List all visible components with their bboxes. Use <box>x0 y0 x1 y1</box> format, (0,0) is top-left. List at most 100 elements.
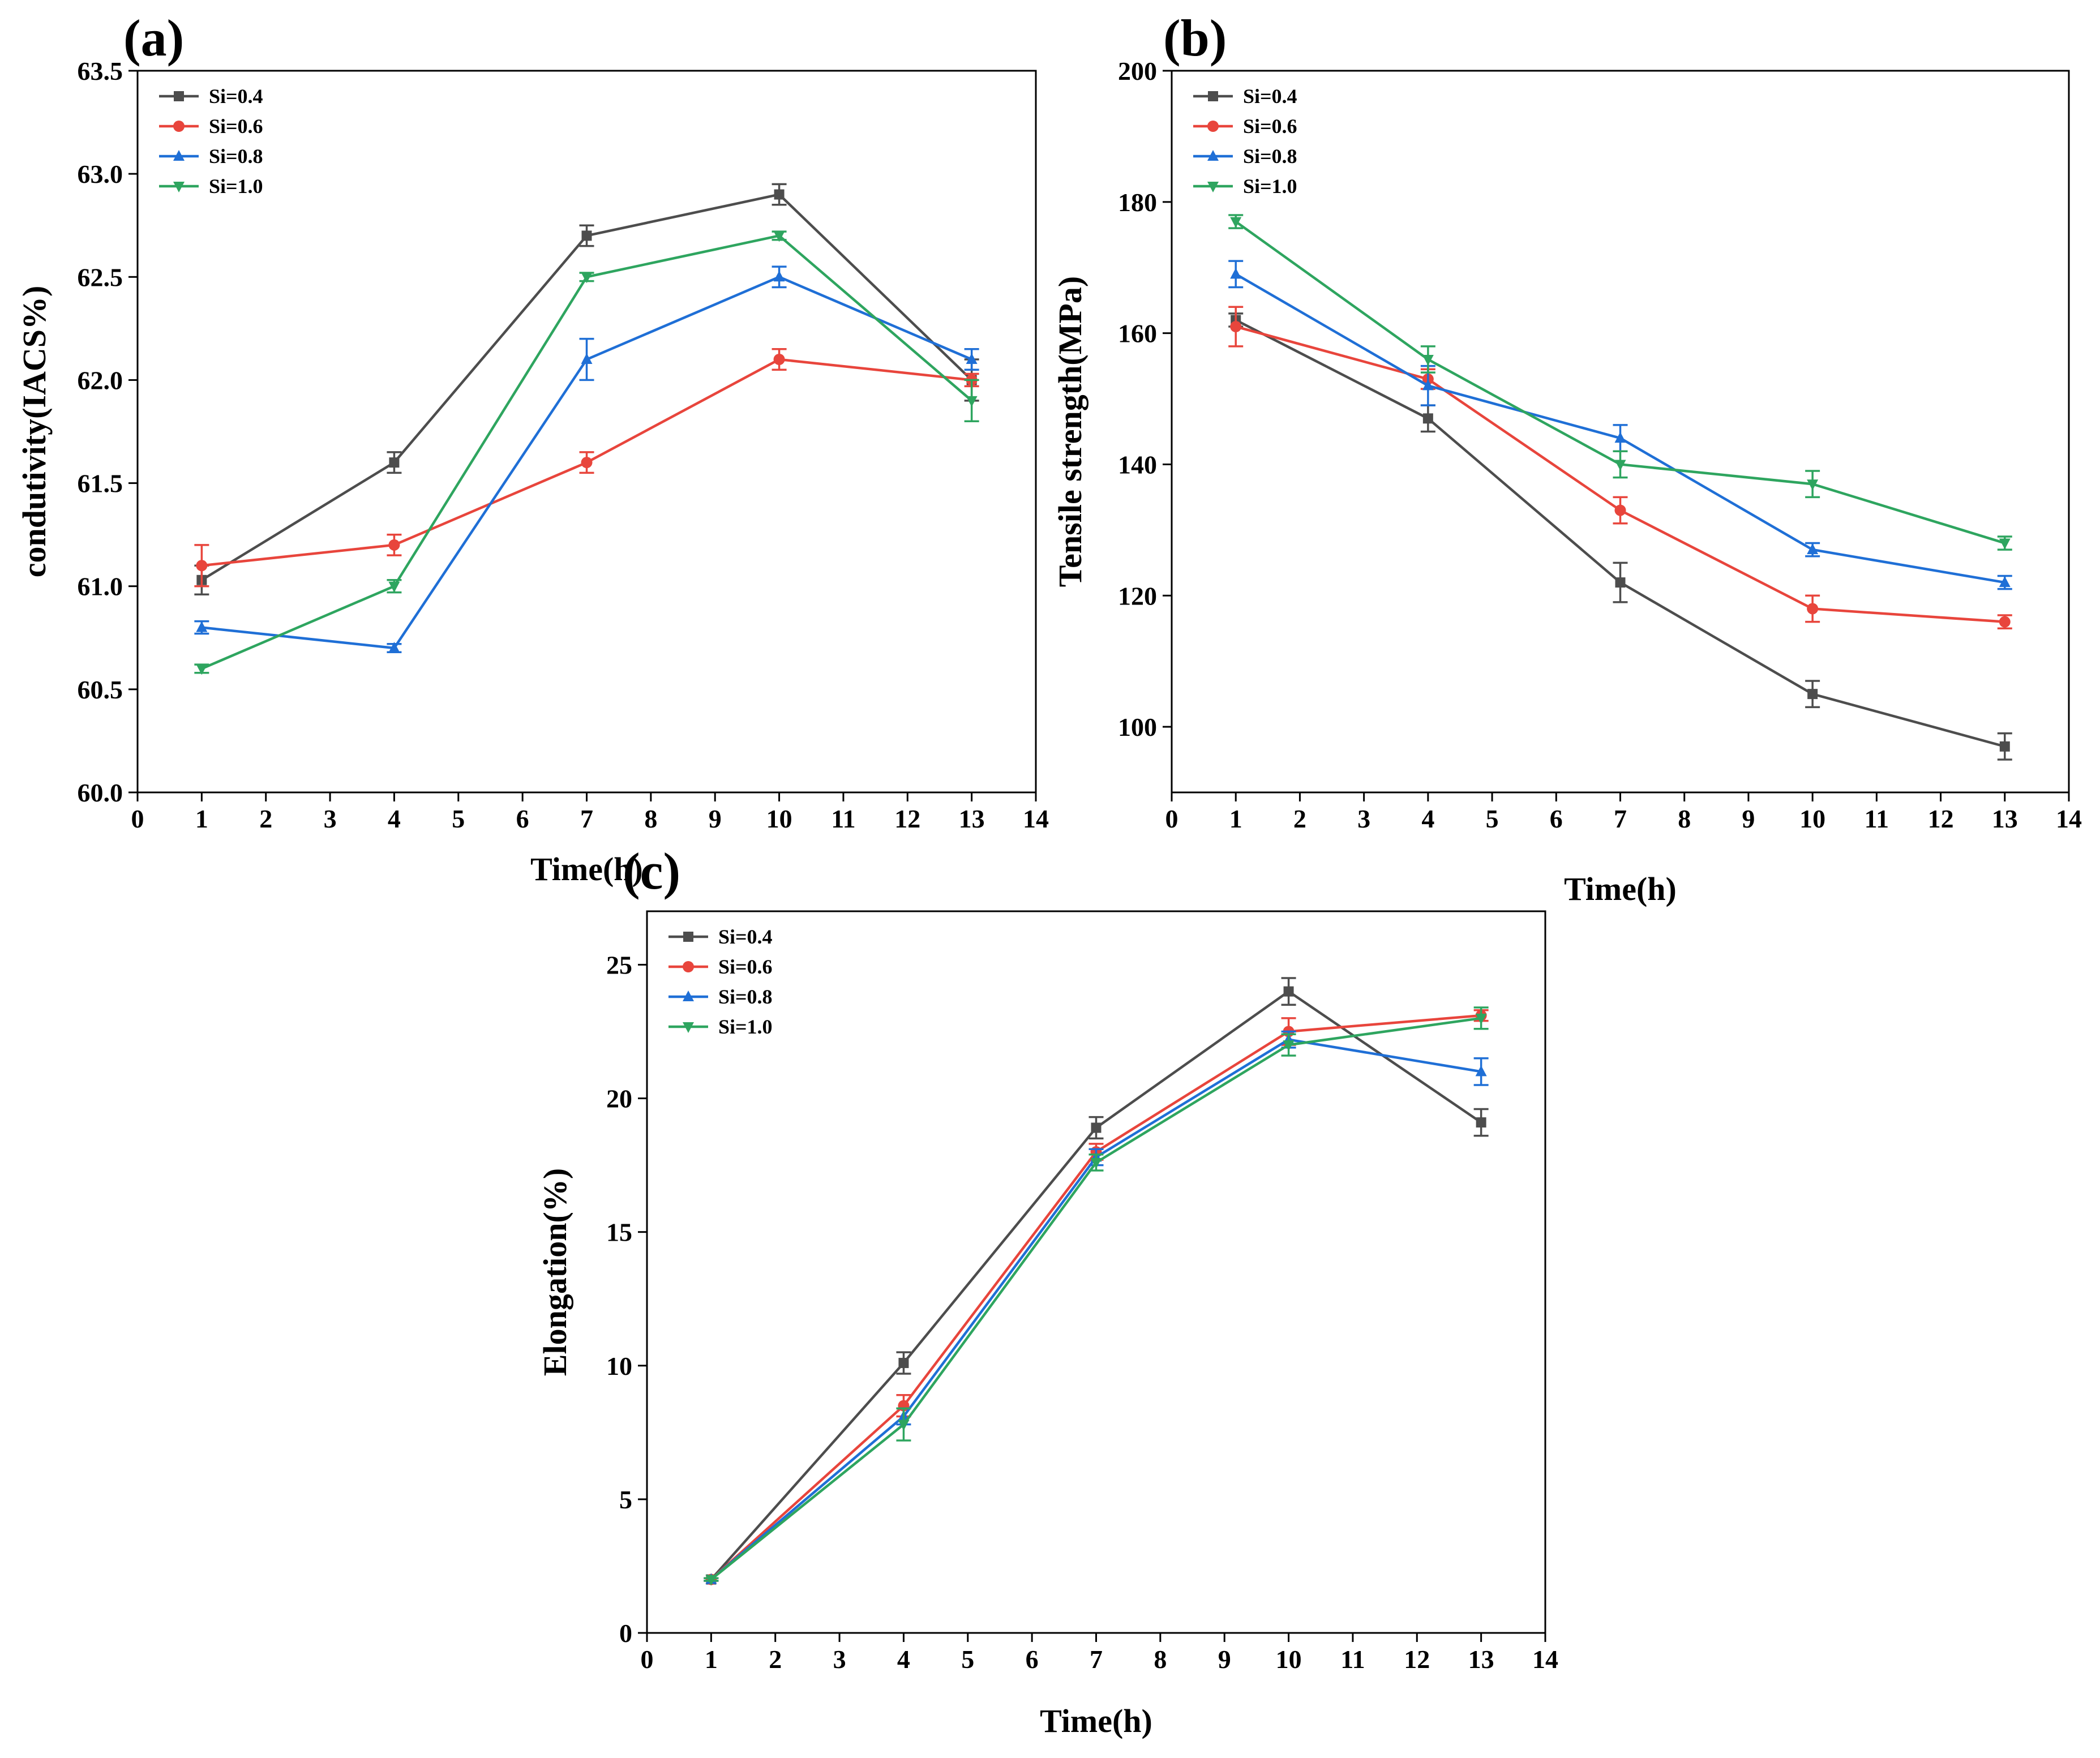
x-tick-label: 13 <box>1468 1645 1494 1674</box>
panel-label: (a) <box>123 9 184 67</box>
x-tick-label: 6 <box>1550 804 1563 833</box>
x-tick-label: 8 <box>644 804 657 833</box>
y-tick-label: 61.5 <box>78 469 123 498</box>
x-tick-label: 4 <box>897 1645 910 1674</box>
series-Si=0.6 <box>194 348 979 588</box>
data-point <box>1807 479 1819 491</box>
data-point <box>1475 1013 1487 1024</box>
y-tick-label: 200 <box>1118 57 1157 85</box>
panel-c: 0 1 2 3 4 5 6 7 8 9 10 11 12 13 140510152025Time(h)Elo… <box>537 842 1558 1739</box>
x-tick-label: 6 <box>1026 1645 1039 1674</box>
legend-marker <box>683 932 693 942</box>
legend-marker <box>173 150 185 161</box>
y-tick-label: 62.0 <box>78 366 123 395</box>
legend-marker <box>1207 150 1219 161</box>
legend-label: Si=1.0 <box>1243 175 1297 198</box>
x-tick-label: 11 <box>831 804 855 833</box>
y-tick-label: 63.0 <box>78 160 123 188</box>
legend-label: Si=0.8 <box>209 145 263 168</box>
legend-label: Si=0.4 <box>718 925 773 948</box>
data-point <box>705 1575 717 1586</box>
x-tick-label: 14 <box>1023 804 1049 833</box>
x-tick-label: 11 <box>1865 804 1889 833</box>
x-tick-label: 12 <box>894 804 920 833</box>
data-point <box>774 189 785 200</box>
x-tick-label: 10 <box>766 804 792 833</box>
series-Si=0.8 <box>704 1030 1489 1584</box>
legend-marker <box>1207 121 1219 132</box>
data-point <box>1614 460 1626 471</box>
data-point <box>1807 543 1819 555</box>
data-point <box>1422 355 1434 366</box>
legend: Si=0.4 Si=0.6 Si=0.8 Si=1.0 <box>1193 85 1297 198</box>
x-tick-label: 4 <box>388 804 401 833</box>
data-point <box>1999 576 2011 588</box>
x-tick-label: 7 <box>1090 1645 1103 1674</box>
data-point <box>196 621 208 632</box>
series-Si=0.6 <box>704 1009 1489 1585</box>
data-point <box>1614 504 1626 516</box>
x-tick-label: 3 <box>833 1645 846 1674</box>
y-tick-label: 25 <box>606 950 632 979</box>
data-point <box>898 1420 910 1431</box>
y-tick-label: 120 <box>1118 581 1157 610</box>
data-point <box>1230 268 1242 279</box>
data-point <box>1614 432 1626 443</box>
data-point <box>773 231 785 242</box>
legend-label: Si=0.8 <box>718 985 773 1008</box>
y-tick-label: 63.5 <box>78 57 123 85</box>
data-point <box>1999 741 2010 752</box>
panel-a: 0 1 2 3 4 5 6 7 8 9 10 11 12 13 1460.060.561.061.562.0… <box>16 9 1049 887</box>
legend: Si=0.4 Si=0.6 Si=0.8 Si=1.0 <box>159 85 263 198</box>
x-axis-label: Time(h) <box>530 851 643 887</box>
series-Si=1.0 <box>194 230 979 675</box>
plot-frame <box>646 910 1546 1634</box>
x-tick-label: 4 <box>1421 804 1434 833</box>
data-point <box>196 560 208 572</box>
data-point <box>581 272 593 284</box>
data-point <box>1476 1117 1486 1128</box>
legend-label: Si=0.6 <box>718 955 773 978</box>
x-tick-label: 0 <box>131 804 144 833</box>
x-tick-label: 2 <box>1293 804 1306 833</box>
legend-marker <box>1208 91 1218 101</box>
series-Si=1.0 <box>1228 214 2012 551</box>
series-line <box>710 1014 1481 1581</box>
legend-label: Si=0.4 <box>209 85 263 108</box>
y-tick-label: 20 <box>606 1084 632 1113</box>
y-tick-label: 10 <box>606 1352 632 1380</box>
x-tick-label: 8 <box>1154 1645 1167 1674</box>
data-point <box>388 642 400 653</box>
series-line <box>1235 220 2005 544</box>
x-tick-label: 3 <box>1357 804 1370 833</box>
panel-b: 0 1 2 3 4 5 6 7 8 9 10 11 12 13 14100120140160180200Ti… <box>1052 9 2082 907</box>
legend-marker <box>173 121 185 132</box>
series-Si=1.0 <box>704 1006 1489 1586</box>
y-tick-label: 15 <box>606 1218 632 1247</box>
data-point <box>1475 1065 1487 1077</box>
x-tick-label: 1 <box>705 1645 718 1674</box>
data-point <box>1090 1157 1102 1169</box>
x-tick-label: 13 <box>1992 804 2018 833</box>
series-line <box>1235 319 2005 748</box>
y-axis-label: condutivity(IACS%) <box>16 286 53 578</box>
panel-label: (b) <box>1163 9 1227 67</box>
x-tick-label: 1 <box>195 804 208 833</box>
data-point <box>1807 603 1819 615</box>
data-point <box>1807 689 1818 700</box>
series-line <box>710 1017 1481 1581</box>
x-tick-label: 13 <box>959 804 985 833</box>
series-Si=0.4 <box>704 977 1489 1585</box>
x-tick-label: 10 <box>1799 804 1825 833</box>
x-tick-label: 9 <box>709 804 722 833</box>
x-tick-label: 12 <box>1404 1645 1430 1674</box>
y-tick-label: 140 <box>1118 450 1157 479</box>
x-tick-label: 9 <box>1218 1645 1231 1674</box>
y-axis-label: Tensile strength(MPa) <box>1052 276 1088 587</box>
legend-marker <box>683 1022 694 1033</box>
data-point <box>388 539 400 551</box>
series-Si=0.4 <box>1228 312 2012 761</box>
x-tick-label: 7 <box>1614 804 1627 833</box>
y-tick-label: 60.0 <box>78 778 123 807</box>
